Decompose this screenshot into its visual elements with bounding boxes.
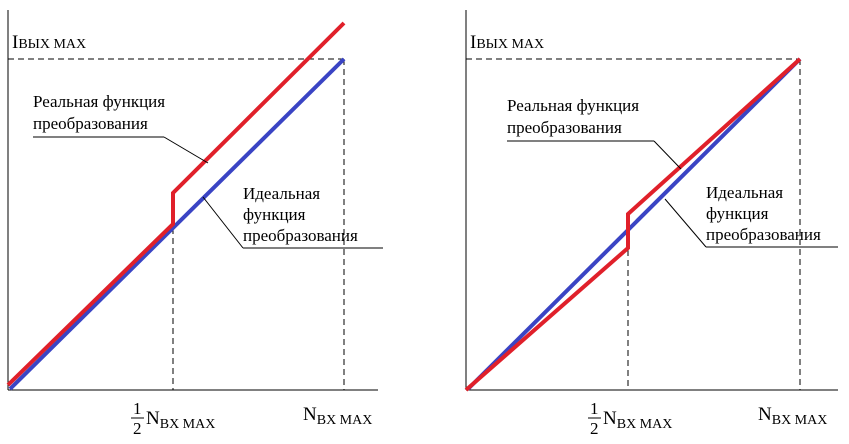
left-half-denominator: 2 [133, 419, 142, 438]
right-x-half-label: 1 2 NBX MAX [588, 399, 672, 438]
left-real-label-line-1: Реальная функция [33, 92, 165, 111]
right-real-line [464, 57, 802, 392]
left-ideal-label-line-1: Идеальная [243, 184, 320, 203]
right-real-label-line-2: преобразования [507, 118, 622, 137]
left-ideal-label-line-3: преобразования [243, 226, 358, 245]
right-ideal-leader-diag [664, 198, 707, 248]
right-ideal-label: Идеальная функция преобразования [664, 183, 838, 248]
right-real-label: Реальная функция преобразования [507, 96, 682, 170]
left-real-line [6, 21, 346, 387]
right-y-axis-label: IВЫХ MAX [470, 32, 544, 53]
right-ideal-line [466, 57, 802, 391]
left-x-max-label: NBX MAX [303, 404, 372, 428]
right-half-numerator: 1 [590, 399, 599, 418]
left-ideal-label: Идеальная функция преобразования [202, 184, 383, 249]
right-x-max-label: NBX MAX [758, 404, 827, 428]
left-real-leader-diag [163, 136, 209, 164]
left-half-n: NBX MAX [146, 408, 215, 432]
left-panel: IВЫХ MAX Реальная функция преобразования… [6, 10, 383, 438]
left-ideal-label-line-2: функция [243, 205, 306, 224]
right-real-label-line-1: Реальная функция [507, 96, 639, 115]
left-real-label-line-2: преобразования [33, 114, 148, 133]
right-ideal-label-line-3: преобразования [706, 225, 821, 244]
right-ideal-label-line-1: Идеальная [706, 183, 783, 202]
right-real-leader-diag [653, 140, 682, 170]
left-real-label: Реальная функция преобразования [33, 92, 209, 164]
right-panel: IВЫХ MAX Реальная функция преобразования… [464, 10, 838, 438]
right-half-denominator: 2 [590, 419, 599, 438]
right-ideal-label-line-2: функция [706, 204, 769, 223]
left-half-numerator: 1 [133, 399, 142, 418]
left-x-half-label: 1 2 NBX MAX [131, 399, 215, 438]
left-ideal-leader-diag [202, 196, 244, 249]
right-half-n: NBX MAX [603, 408, 672, 432]
left-y-axis-label: IВЫХ MAX [12, 32, 86, 53]
left-ideal-line [8, 57, 346, 391]
